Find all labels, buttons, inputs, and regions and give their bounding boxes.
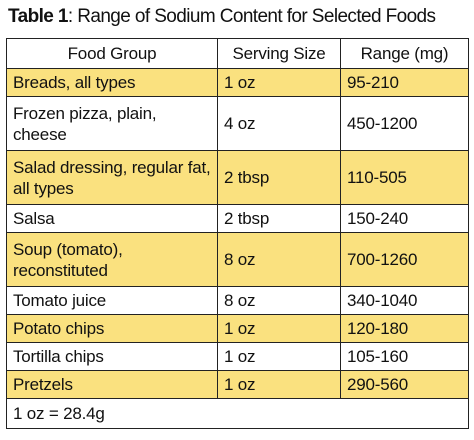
table-row: Soup (tomato), reconstituted 8 oz 700-1260 (6, 232, 469, 287)
table-cell: Tomato juice (6, 286, 218, 315)
header-cell: Serving Size (217, 38, 341, 69)
table-cell: Salad dressing, regular fat, all types (6, 150, 218, 205)
table-cell: 1 oz (217, 314, 341, 343)
table-row: Tomato juice 8 oz 340-1040 (6, 286, 469, 315)
table-cell: 95-210 (340, 68, 469, 97)
table-row: Salad dressing, regular fat, all types 2 … (6, 150, 469, 205)
table-cell: Soup (tomato), reconstituted (6, 232, 218, 287)
header-cell: Range (mg) (340, 38, 469, 69)
title-text: : Range of Sodium Content for Selected F… (67, 6, 436, 27)
table-cell: 700-1260 (340, 232, 469, 287)
table-cell: Pretzels (6, 370, 218, 399)
table-cell: 1 oz (217, 68, 341, 97)
title-label: Table 1 (8, 6, 68, 27)
table-cell: 450-1200 (340, 96, 469, 151)
table-cell: 4 oz (217, 96, 341, 151)
table-cell: 1 oz (217, 370, 341, 399)
table-title: Table 1: Range of Sodium Content for Sel… (8, 6, 436, 28)
table-body: Breads, all types 1 oz 95-210 Frozen pizza,… (6, 68, 469, 429)
table-cell: 290-560 (340, 370, 469, 399)
table-cell: Salsa (6, 204, 218, 233)
table-cell: 1 oz (217, 342, 341, 371)
table-cell: 8 oz (217, 286, 341, 315)
table-cell: 120-180 (340, 314, 469, 343)
table-cell: 110-505 (340, 150, 469, 205)
table-cell: 150-240 (340, 204, 469, 233)
footnote-row: 1 oz = 28.4g (6, 398, 469, 429)
table-row: Breads, all types 1 oz 95-210 (6, 68, 469, 97)
table-cell: Breads, all types (6, 68, 218, 97)
footnote: 1 oz = 28.4g (6, 398, 469, 429)
table-cell: 340-1040 (340, 286, 469, 315)
table-cell: Frozen pizza, plain, cheese (6, 96, 218, 151)
table-cell: 2 tbsp (217, 204, 341, 233)
table-row: Salsa 2 tbsp 150-240 (6, 204, 469, 233)
table-row: Frozen pizza, plain, cheese 4 oz 450-1200 (6, 96, 469, 151)
table-cell: 8 oz (217, 232, 341, 287)
table-cell: Tortilla chips (6, 342, 218, 371)
table-row: Pretzels 1 oz 290-560 (6, 370, 469, 399)
header-cell: Food Group (6, 38, 218, 69)
table-row: Tortilla chips 1 oz 105-160 (6, 342, 469, 371)
sodium-table: Food Group Serving Size Range (mg) Breads,… (6, 38, 469, 429)
header-row: Food Group Serving Size Range (mg) (6, 38, 469, 69)
table-cell: 2 tbsp (217, 150, 341, 205)
table-cell: 105-160 (340, 342, 469, 371)
table-cell: Potato chips (6, 314, 218, 343)
table-row: Potato chips 1 oz 120-180 (6, 314, 469, 343)
